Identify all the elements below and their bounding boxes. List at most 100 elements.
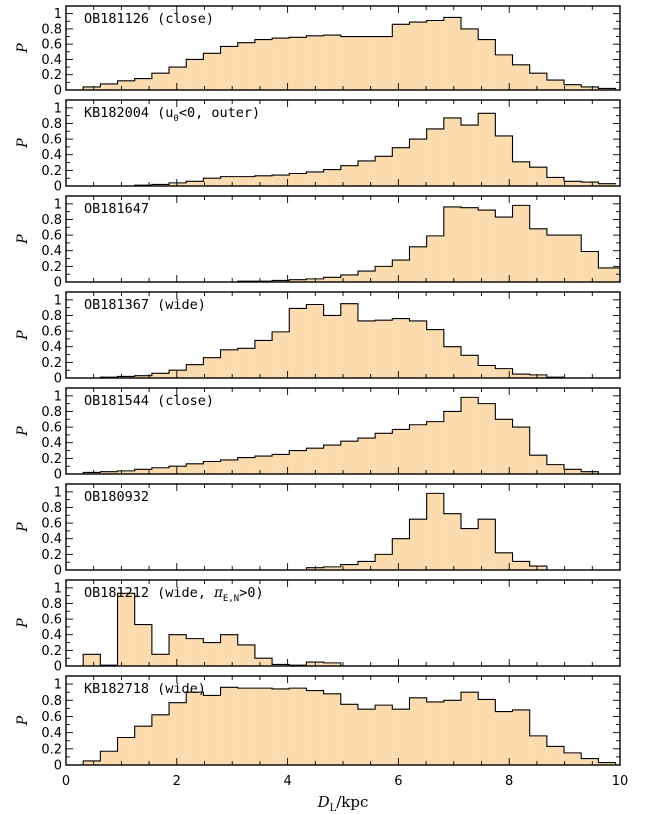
- histogram-bar: [203, 53, 221, 90]
- histogram-bar: [512, 205, 530, 282]
- histogram-bar: [495, 54, 513, 90]
- histogram-bar: [495, 217, 513, 282]
- histogram-bar: [546, 235, 582, 282]
- histogram-bar: [306, 304, 324, 378]
- histogram-bar: [254, 39, 273, 90]
- panel-3: 00.20.40.60.81 P OB181647: [15, 195, 621, 291]
- panel-title: OB181212 (wide, πE,N>0): [84, 585, 264, 604]
- histogram-bar: [357, 160, 376, 186]
- histogram-bar: [169, 182, 187, 186]
- panel-title: OB181367 (wide): [84, 297, 206, 313]
- y-tick-label: 1: [54, 581, 62, 596]
- histogram-bar: [237, 457, 255, 474]
- y-tick-label: 0.4: [41, 532, 62, 547]
- histogram-bar: [375, 554, 393, 570]
- histogram-bar: [529, 73, 547, 90]
- histogram-bar: [203, 178, 221, 186]
- histogram-bar: [598, 183, 616, 186]
- histogram-bar: [409, 697, 427, 765]
- histogram-bar: [426, 493, 444, 570]
- histogram-bar: [237, 42, 255, 90]
- histogram-bar: [340, 36, 358, 90]
- histogram-bar: [83, 760, 101, 765]
- histogram-bar: [495, 368, 513, 378]
- histogram-bar: [426, 421, 444, 474]
- y-axis-label: P: [15, 234, 31, 245]
- histogram-bar: [289, 37, 307, 90]
- histogram-bar: [581, 758, 599, 765]
- y-tick-label: 1: [54, 293, 62, 308]
- y-tick-label: 0.4: [41, 53, 62, 68]
- panel-frame: [65, 675, 621, 766]
- histogram-bar: [461, 528, 479, 570]
- y-tick-label: 0.4: [41, 148, 62, 163]
- y-tick-label: 0.6: [41, 421, 62, 436]
- histogram-bar: [306, 171, 324, 186]
- histogram-bar: [306, 690, 324, 765]
- y-axis-label: P: [15, 522, 31, 533]
- y-axis-label: P: [15, 43, 31, 54]
- histogram-bar: [375, 705, 393, 765]
- y-tick-label: 0: [54, 564, 62, 579]
- histogram-bar: [134, 624, 152, 666]
- histogram-bar: [186, 692, 204, 765]
- histogram-bar: [409, 139, 427, 186]
- histogram-bar: [220, 46, 238, 90]
- histogram-bar: [203, 695, 221, 765]
- histogram-bar: [478, 519, 496, 570]
- histogram-bar: [598, 88, 616, 90]
- histogram-bar: [254, 658, 273, 666]
- panel-frame: [65, 579, 621, 667]
- y-tick-label: 0: [54, 372, 62, 387]
- y-tick-label: 0.6: [41, 325, 62, 340]
- x-tick-label: 4: [283, 774, 291, 789]
- histogram-bar: [443, 513, 462, 570]
- histogram-bar: [409, 320, 427, 378]
- histogram-bar: [375, 156, 393, 186]
- histogram-bar: [323, 566, 341, 570]
- y-tick-label: 0.4: [41, 628, 62, 643]
- panel-title: OB181544 (close): [84, 393, 214, 409]
- histogram-bar: [169, 466, 187, 474]
- panel-2: 00.20.40.60.81 P KB182004 (u0<0, outer): [15, 99, 621, 195]
- histogram-bar: [83, 654, 101, 666]
- histogram-bar: [169, 634, 187, 666]
- panel-frame: [65, 99, 621, 187]
- histogram-outline: [82, 16, 617, 90]
- panel-title: OB181126 (close): [84, 11, 214, 27]
- histogram-bar: [581, 471, 599, 474]
- histogram-bar: [289, 308, 307, 378]
- y-tick-label: 0.8: [41, 117, 62, 132]
- histogram-bar: [495, 419, 513, 474]
- histogram-bar: [512, 161, 530, 186]
- y-tick-label: 0.6: [41, 38, 62, 53]
- y-tick-label: 0.2: [41, 68, 62, 83]
- y-tick-label: 0: [54, 276, 62, 291]
- histogram-bar: [581, 86, 599, 90]
- histogram-bar: [289, 688, 307, 765]
- histogram-bar: [564, 752, 582, 765]
- y-tick-label: 1: [54, 389, 62, 404]
- y-tick-label: 0.8: [41, 309, 62, 324]
- histogram-bar: [340, 303, 358, 378]
- histogram-bar: [186, 59, 204, 90]
- histogram-bar: [546, 464, 565, 474]
- y-tick-label: 1: [54, 678, 62, 693]
- y-tick-label: 0.2: [41, 260, 62, 275]
- histogram-bar: [546, 177, 565, 186]
- histogram-bar: [237, 176, 255, 186]
- panel-frame: [65, 387, 621, 475]
- panel-frame: [65, 483, 621, 571]
- y-tick-label: 0.6: [41, 710, 62, 725]
- histogram-bar: [151, 714, 170, 765]
- histogram-bar: [409, 424, 427, 474]
- y-tick-label: 0.8: [41, 694, 62, 709]
- histogram-outline: [82, 686, 617, 765]
- histogram-bar: [512, 64, 530, 90]
- y-tick-label: 0.2: [41, 548, 62, 563]
- histogram-bar: [478, 699, 496, 765]
- y-tick-label: 1: [54, 7, 62, 22]
- histogram-bar: [461, 125, 479, 186]
- y-tick-label: 0: [54, 660, 62, 675]
